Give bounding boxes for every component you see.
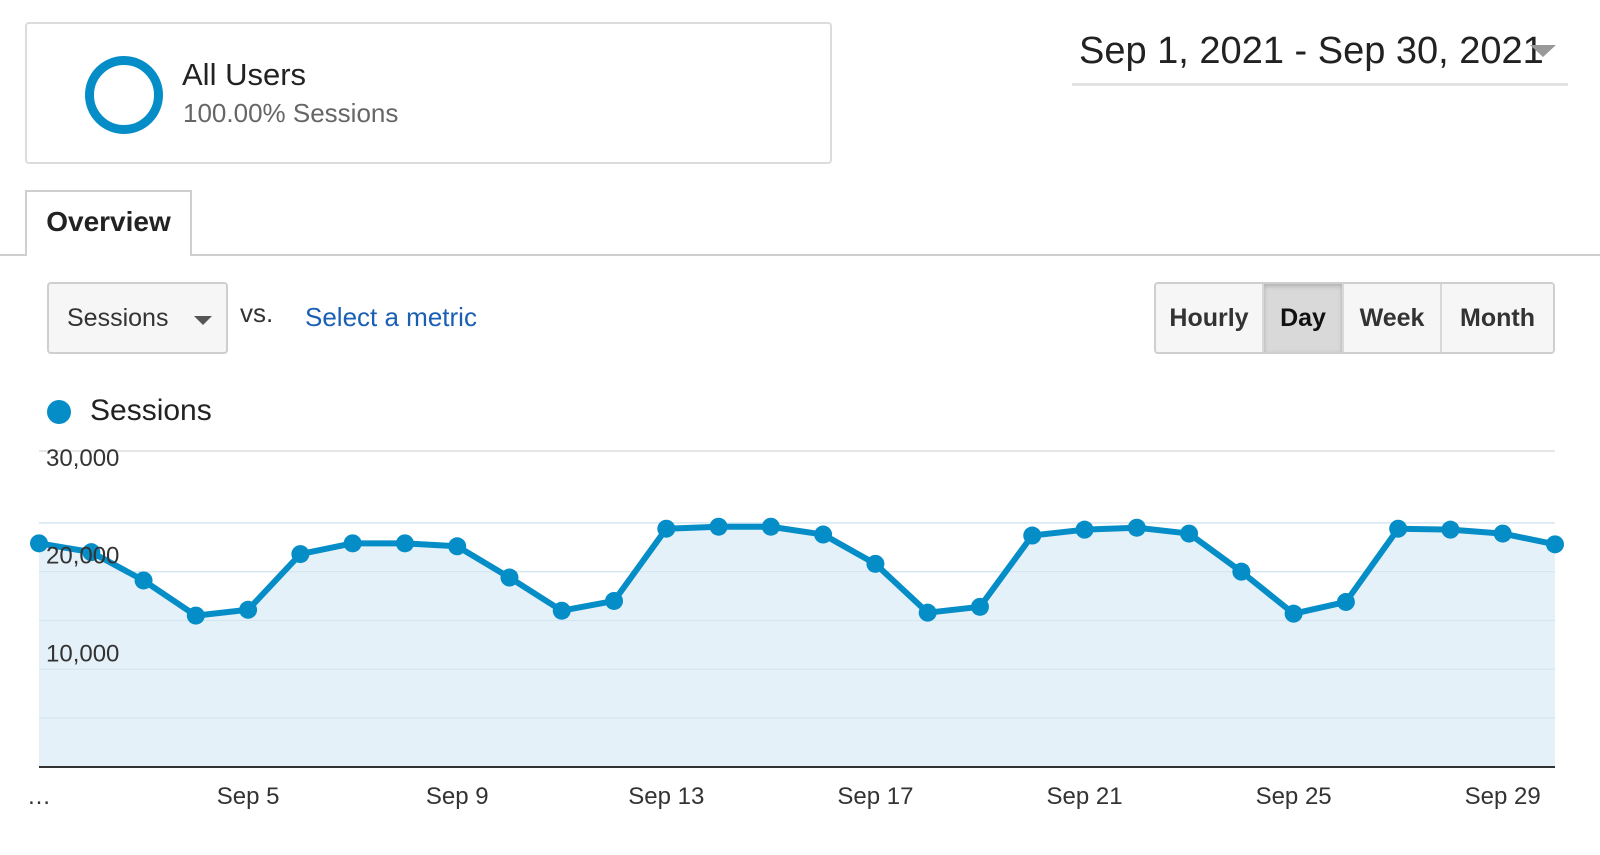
- x-tick-label: Sep 5: [217, 783, 280, 810]
- week-button[interactable]: Week: [1344, 284, 1442, 352]
- segment-card[interactable]: All Users 100.00% Sessions: [25, 22, 832, 164]
- select-metric-link[interactable]: Select a metric: [305, 302, 477, 332]
- caret-down-icon: [1530, 45, 1556, 57]
- date-range-picker[interactable]: Sep 1, 2021 - Sep 30, 2021: [1072, 26, 1568, 86]
- data-point: [239, 600, 258, 619]
- data-point: [1441, 520, 1460, 539]
- data-point: [1284, 604, 1303, 623]
- data-point: [1546, 535, 1564, 554]
- x-tick-label: Sep 9: [426, 783, 489, 810]
- data-point: [761, 517, 780, 536]
- y-tick-label: 20,000: [46, 543, 119, 570]
- data-point: [395, 534, 414, 553]
- data-point: [30, 534, 48, 553]
- granularity-button-group: Hourly Day Week Month: [1154, 282, 1555, 354]
- date-range-label: Sep 1, 2021 - Sep 30, 2021: [1079, 30, 1544, 72]
- sessions-area: [39, 526, 1555, 767]
- data-point: [448, 537, 467, 556]
- segment-name: All Users: [182, 57, 307, 92]
- hourly-button[interactable]: Hourly: [1156, 284, 1264, 352]
- data-point: [1075, 520, 1094, 539]
- legend-label: Sessions: [90, 394, 212, 427]
- segment-subtitle: 100.00% Sessions: [183, 98, 399, 128]
- x-tick-label: Sep 25: [1256, 783, 1332, 810]
- data-point: [82, 543, 101, 562]
- tab-divider: [0, 254, 1600, 256]
- data-point: [500, 568, 519, 587]
- metric-select-label: Sessions: [67, 304, 169, 332]
- data-point: [186, 606, 205, 625]
- x-tick-label: Sep 29: [1465, 783, 1541, 810]
- data-point: [343, 534, 362, 553]
- data-point: [134, 571, 153, 590]
- y-tick-label: 30,000: [46, 445, 119, 472]
- tab-overview[interactable]: Overview: [25, 190, 192, 256]
- segment-ring-icon: [85, 56, 163, 134]
- day-button[interactable]: Day: [1264, 284, 1344, 352]
- data-point: [970, 597, 989, 616]
- x-tick-label: Sep 21: [1046, 783, 1122, 810]
- legend-swatch: [47, 400, 71, 424]
- data-point: [1493, 524, 1512, 543]
- month-button[interactable]: Month: [1442, 284, 1553, 352]
- x-tick-label: Sep 17: [837, 783, 913, 810]
- data-point: [814, 525, 833, 544]
- y-tick-label: 10,000: [46, 640, 119, 667]
- data-point: [1389, 519, 1408, 538]
- data-point: [1127, 518, 1146, 537]
- data-point: [1180, 524, 1199, 543]
- data-point: [657, 519, 676, 538]
- caret-down-icon: [194, 316, 212, 325]
- data-point: [552, 601, 571, 620]
- data-point: [709, 517, 728, 536]
- data-point: [866, 554, 885, 573]
- vs-label: vs.: [240, 298, 274, 328]
- data-point: [1023, 526, 1042, 545]
- x-tick-label: Sep 13: [628, 783, 704, 810]
- data-point: [1232, 562, 1251, 581]
- metric-select[interactable]: Sessions: [47, 282, 228, 354]
- data-point: [918, 603, 937, 622]
- x-tick-label: …: [27, 783, 51, 810]
- data-point: [1336, 592, 1355, 611]
- data-point: [605, 591, 624, 610]
- data-point: [291, 545, 310, 564]
